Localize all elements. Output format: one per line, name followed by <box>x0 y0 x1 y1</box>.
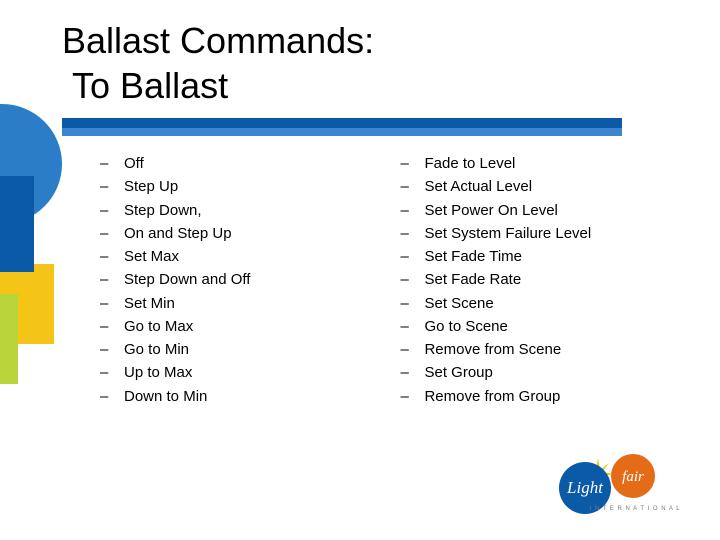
list-item: Set Group <box>400 361 591 384</box>
list-item: Remove from Group <box>400 385 591 408</box>
slide: Ballast Commands: To Ballast OffStep UpS… <box>0 0 720 540</box>
slide-title: Ballast Commands: To Ballast <box>62 18 374 108</box>
logo-text-right: fair <box>622 469 644 485</box>
list-item: Set Actual Level <box>400 175 591 198</box>
list-item: Go to Min <box>100 338 250 361</box>
list-item: Fade to Level <box>400 152 591 175</box>
command-list-left: OffStep UpStep Down,On and Step UpSet Ma… <box>100 152 250 408</box>
list-item: Set Min <box>100 292 250 315</box>
logo-subtext: I N T E R N A T I O N A L <box>589 506 680 512</box>
list-item: Go to Max <box>100 315 250 338</box>
list-item: Off <box>100 152 250 175</box>
list-item: Down to Min <box>100 385 250 408</box>
title-underline <box>62 118 622 136</box>
list-item: Up to Max <box>100 361 250 384</box>
list-item: Set Scene <box>400 292 591 315</box>
list-item: Set Fade Rate <box>400 268 591 291</box>
list-item: Go to Scene <box>400 315 591 338</box>
list-item: Remove from Scene <box>400 338 591 361</box>
title-line-2: To Ballast <box>72 65 228 106</box>
decor-green-strip <box>0 294 18 384</box>
list-item: Step Down and Off <box>100 268 250 291</box>
list-item: Set Fade Time <box>400 245 591 268</box>
command-list-right: Fade to LevelSet Actual LevelSet Power O… <box>400 152 591 408</box>
decor-blue-rect <box>0 176 34 272</box>
list-item: Set Max <box>100 245 250 268</box>
list-item: Set System Failure Level <box>400 222 591 245</box>
list-item: Set Power On Level <box>400 199 591 222</box>
list-item: On and Step Up <box>100 222 250 245</box>
logo-text-left: Light <box>566 478 604 497</box>
list-item: Step Up <box>100 175 250 198</box>
list-item: Step Down, <box>100 199 250 222</box>
content-columns: OffStep UpStep Down,On and Step UpSet Ma… <box>100 152 591 408</box>
lightfair-logo: Light fair I N T E R N A T I O N A L <box>540 452 690 522</box>
title-line-1: Ballast Commands: <box>62 20 374 61</box>
